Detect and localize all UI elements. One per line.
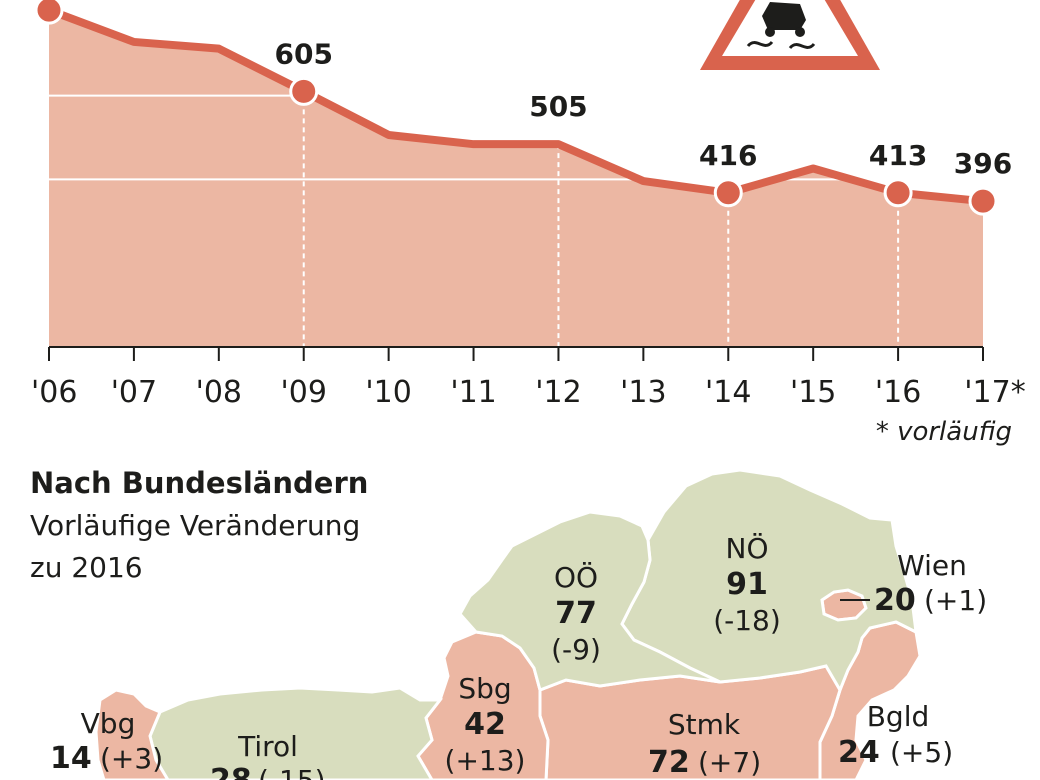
region-value: 20	[874, 583, 916, 618]
region-label-stmk: Stmk 72 (+7)	[648, 708, 761, 780]
region-shape-ooe	[458, 510, 721, 692]
region-value: 24	[838, 735, 880, 770]
region-change: (+7)	[698, 746, 761, 779]
x-tick-label: '17*	[964, 375, 1025, 410]
x-tick-label: '15	[790, 375, 836, 410]
x-tick-label: '07	[111, 375, 157, 410]
data-label: 416	[699, 139, 757, 172]
region-value: 14	[50, 741, 92, 776]
region-label-noe: NÖ 91 (-18)	[713, 531, 781, 637]
region-name: Stmk	[668, 708, 741, 741]
region-value: 77	[555, 596, 597, 631]
chart-data-labels: 702605505416413396	[275, 37, 1013, 180]
region-value: 42	[464, 707, 506, 742]
map-subtitle-line-2: zu 2016	[30, 551, 143, 584]
region-change: (-9)	[551, 633, 601, 666]
data-point	[883, 178, 913, 208]
region-change: (+5)	[890, 736, 953, 769]
data-point	[289, 76, 319, 106]
region-name: Vbg	[81, 707, 136, 740]
region-shape-noe	[620, 468, 918, 694]
region-label-ooe: OÖ 77 (-9)	[551, 560, 601, 666]
region-change: (+1)	[924, 584, 987, 617]
region-label-vbg: Vbg 14 (+3)	[50, 707, 163, 776]
region-label-bgld: Bgld 24 (+5)	[838, 700, 953, 770]
x-tick-label: '11	[450, 375, 496, 410]
region-label-wien: Wien 20 (+1)	[874, 549, 987, 618]
region-change: (+3)	[100, 742, 163, 775]
region-label-sbg: Sbg 42 (+13)	[445, 672, 526, 777]
x-tick-label: '12	[535, 375, 581, 410]
x-axis-ticks: '06 '07 '08 '09 '10 '11 '12 '13 '14 '15 '16 '17*	[31, 347, 1026, 410]
region-name: OÖ	[554, 560, 598, 594]
x-tick-label: '13	[620, 375, 666, 410]
region-change: (+13)	[445, 744, 526, 777]
region-label-tirol: Tirol 28 (-15)	[210, 730, 326, 780]
x-tick-label: '16	[875, 375, 921, 410]
chart-dashed-guides	[302, 91, 900, 347]
x-tick-label: '14	[705, 375, 751, 410]
region-value: 72	[648, 745, 690, 780]
x-tick-label: '06	[31, 375, 77, 410]
data-label: 396	[954, 147, 1012, 180]
region-value: 91	[726, 567, 768, 602]
data-point	[34, 0, 64, 25]
region-name: NÖ	[726, 531, 769, 565]
chart-markers	[34, 0, 998, 216]
data-point	[968, 186, 998, 216]
map-heading: Nach Bundesländern Vorläufige Veränderun…	[30, 466, 368, 584]
region-name: Bgld	[867, 700, 930, 733]
map-title: Nach Bundesländern	[30, 466, 368, 500]
region-name: Sbg	[458, 672, 511, 705]
data-label: 605	[275, 37, 333, 70]
map-subtitle-line-1: Vorläufige Veränderung	[30, 509, 360, 542]
region-change: (-15)	[258, 764, 326, 780]
region-shape-vbg	[94, 688, 170, 780]
x-tick-label: '10	[365, 375, 411, 410]
slippery-road-warning-icon	[700, 0, 880, 70]
footnote: * vorläufig	[876, 417, 1012, 447]
region-change: (-18)	[713, 604, 781, 637]
series-line	[45, 6, 987, 206]
region-value: 28	[210, 763, 252, 780]
data-label: 505	[529, 90, 587, 123]
data-point	[713, 178, 743, 208]
austria-map	[94, 468, 922, 780]
region-name: Tirol	[237, 730, 298, 763]
region-name: Wien	[897, 549, 967, 582]
line-chart: 702605505416413396 '06'07'08'09'10'11'12…	[31, 0, 1026, 447]
data-label: 413	[869, 139, 927, 172]
x-tick-label: '09	[281, 375, 327, 410]
x-tick-label: '08	[196, 375, 242, 410]
